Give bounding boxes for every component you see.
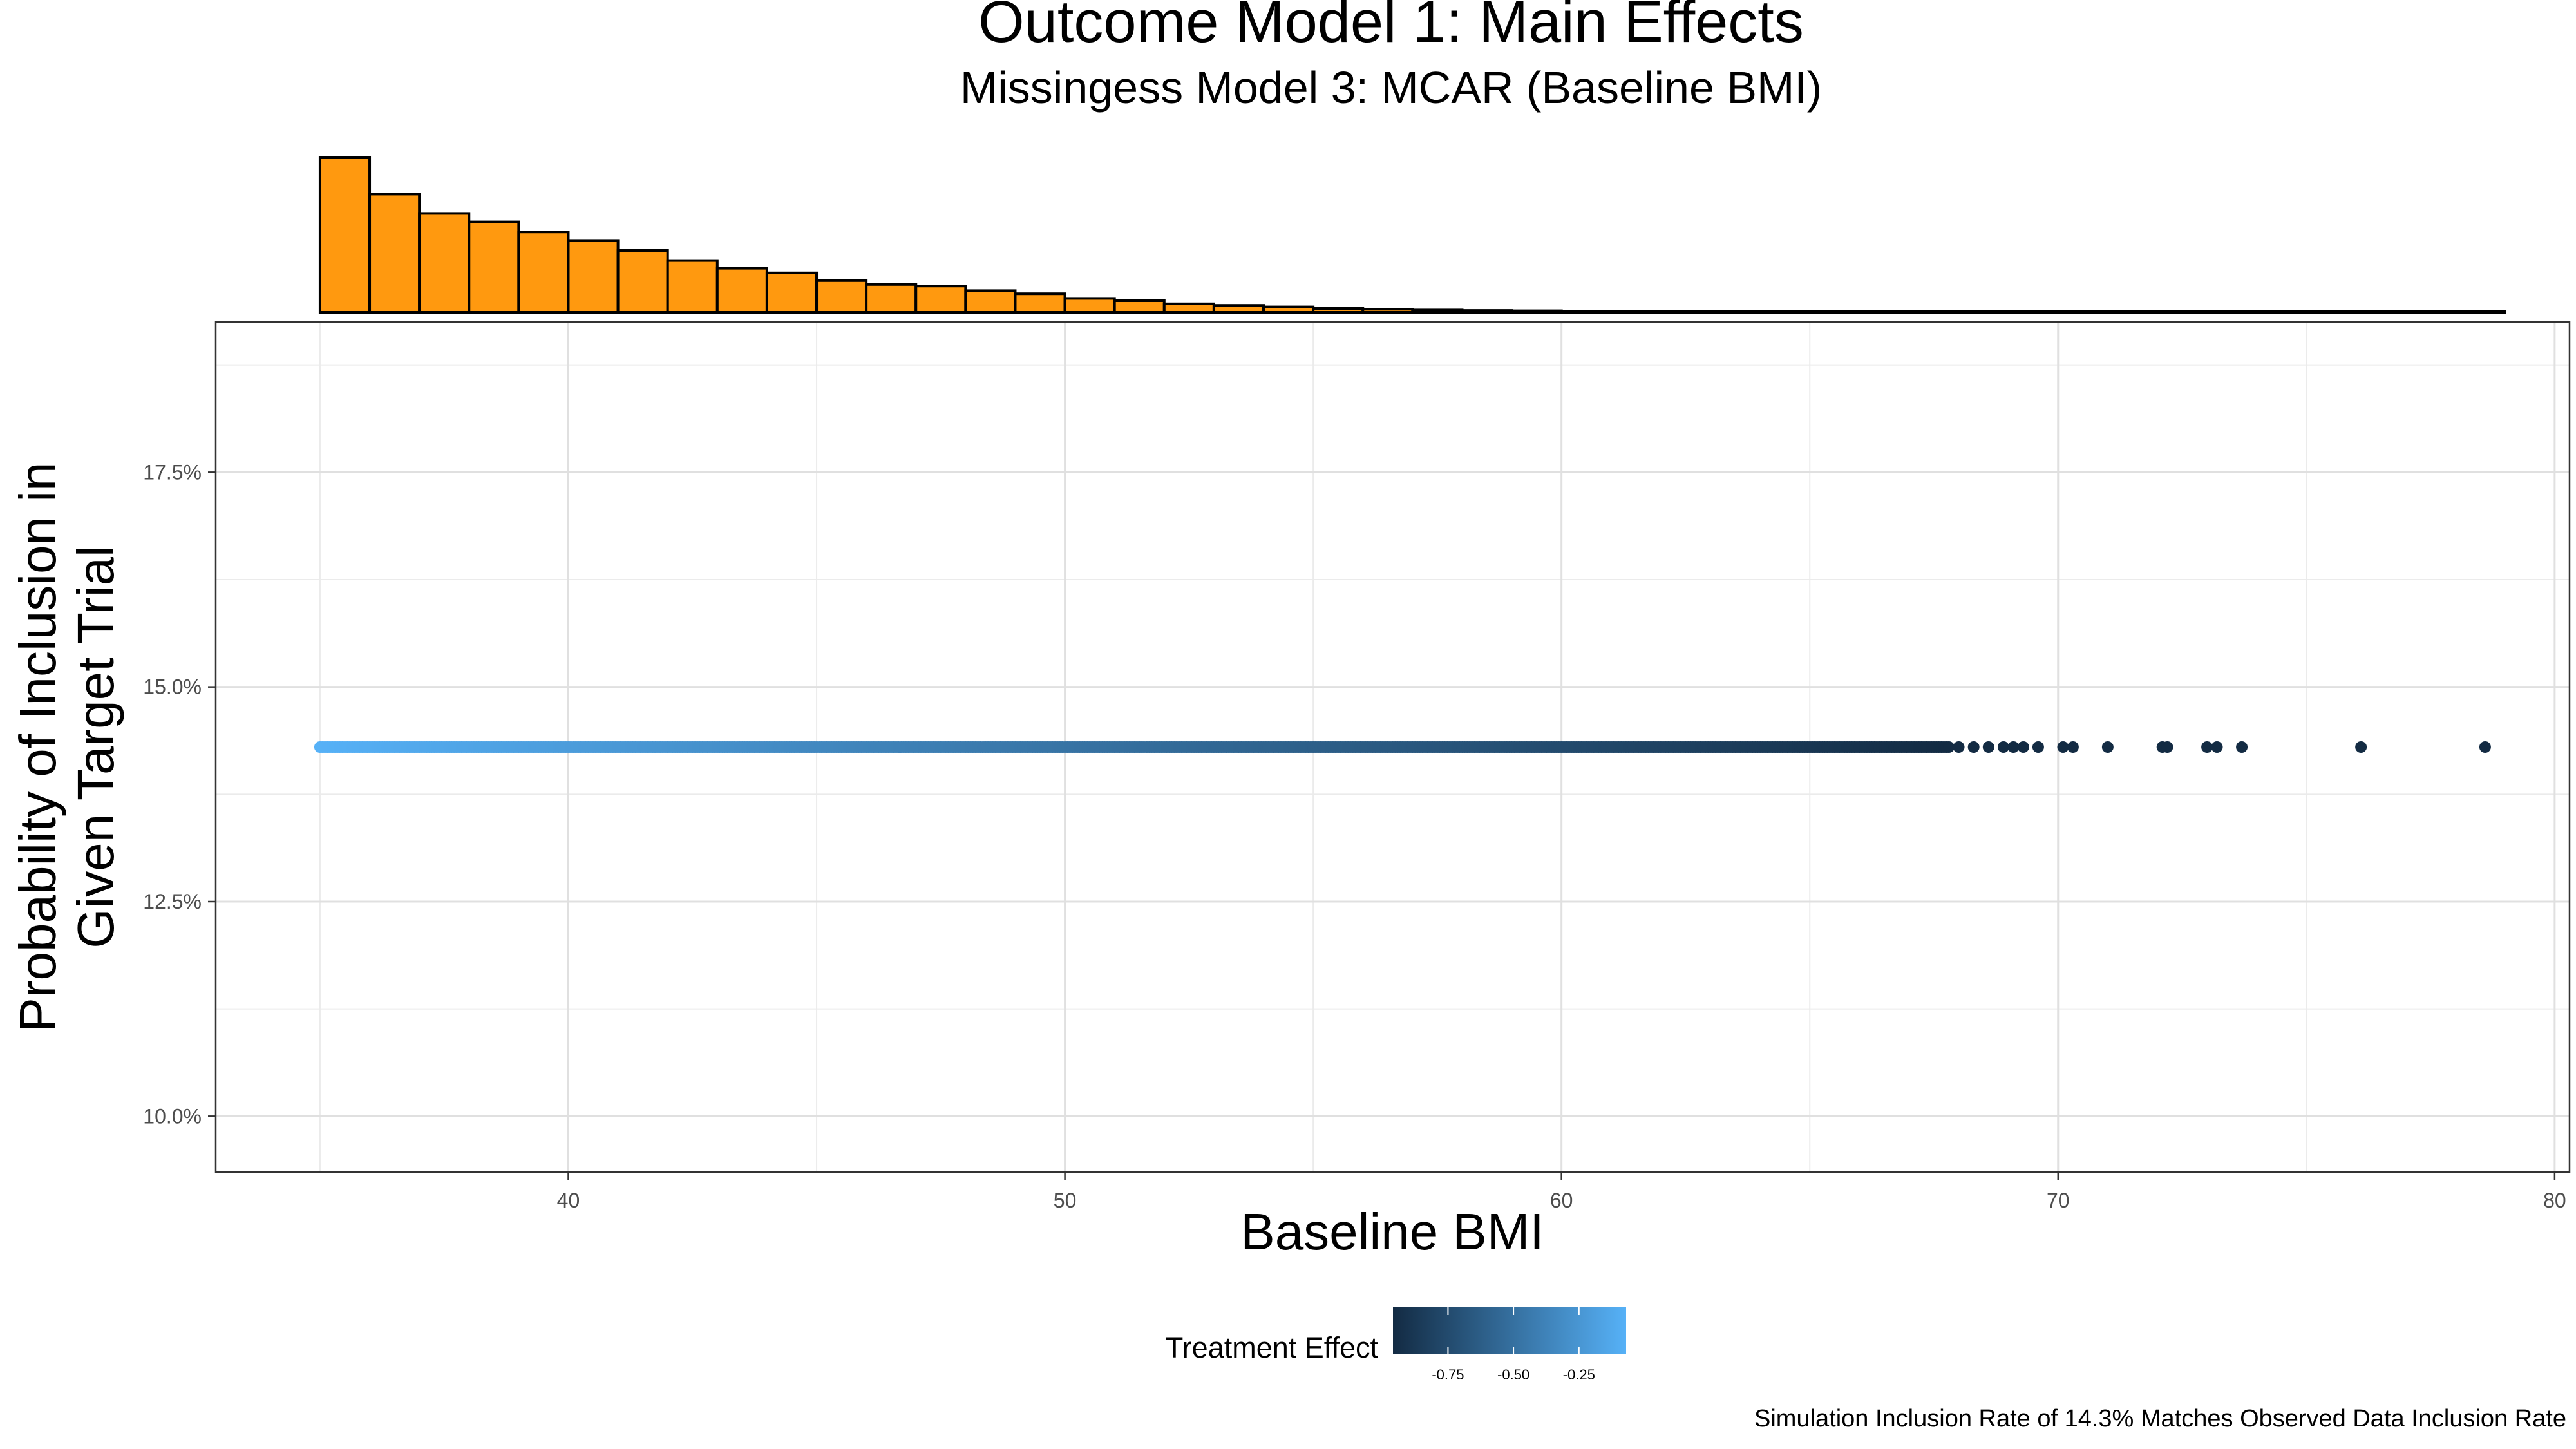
- chart-subtitle: Missingess Model 3: MCAR (Baseline BMI): [960, 62, 1822, 113]
- histogram-bar: [368, 193, 421, 314]
- histogram-bar: [616, 249, 669, 314]
- scatter-point: [2201, 741, 2213, 753]
- histogram-bar: [1063, 297, 1116, 314]
- scatter-point: [2236, 741, 2248, 753]
- axes: 40 50 60 70 80 10.0% 12.5% 15.0% 17.5%: [143, 460, 2566, 1212]
- histogram-bar: [1858, 310, 1911, 314]
- legend-colorbar: [1393, 1307, 1626, 1354]
- legend-tick-label: -0.75: [1432, 1367, 1464, 1383]
- histogram-bar: [2255, 310, 2308, 314]
- legend: Treatment Effect -0.75 -0.50 -0.25: [1166, 1307, 1626, 1383]
- histogram-bar: [1609, 310, 1662, 314]
- histogram-bar: [964, 289, 1017, 314]
- scatter-point: [2355, 741, 2367, 753]
- histogram-bar: [2454, 310, 2506, 314]
- legend-tick-label: -0.50: [1497, 1367, 1530, 1383]
- scatter-point: [2007, 741, 2020, 753]
- plot-panel-border: [214, 321, 2571, 1173]
- y-tick-label: 10.0%: [143, 1104, 202, 1128]
- histogram-bar: [1461, 309, 1513, 314]
- scatter-point: [1997, 741, 2009, 753]
- scatter-point: [2479, 741, 2491, 753]
- histogram-bar: [468, 220, 520, 314]
- histogram-bar: [2106, 310, 2159, 314]
- y-axis-title-group: Probability of Inclusion in Given Target…: [9, 462, 124, 1032]
- scatter-point: [2017, 741, 2029, 753]
- histogram-bar: [865, 283, 918, 314]
- marginal-histogram: [318, 156, 2506, 314]
- scatter-point: [1982, 741, 1994, 753]
- scatter-point: [2057, 741, 2069, 753]
- histogram-bar: [1659, 310, 1712, 314]
- x-tick-label: 60: [1550, 1189, 1573, 1212]
- histogram-bar: [2206, 310, 2259, 314]
- histogram-bar: [418, 212, 471, 314]
- y-tick-label: 12.5%: [143, 890, 202, 913]
- histogram-bar: [666, 259, 719, 314]
- histogram-bar: [1808, 310, 1861, 314]
- histogram-bar: [914, 285, 967, 314]
- scatter-point: [1967, 741, 1980, 753]
- histogram-bar: [318, 156, 372, 314]
- legend-tick-label: -0.25: [1563, 1367, 1595, 1383]
- x-tick-label: 50: [1054, 1189, 1077, 1212]
- histogram-bar: [765, 271, 819, 314]
- scatter-point: [2067, 741, 2079, 753]
- histogram-bar: [815, 279, 868, 314]
- scatter-point: [2032, 741, 2044, 753]
- scatter-point: [2211, 741, 2223, 753]
- legend-title: Treatment Effect: [1166, 1331, 1379, 1364]
- histogram-bar: [715, 267, 768, 314]
- histogram-bar: [1312, 307, 1365, 314]
- histogram-bar: [567, 239, 620, 314]
- x-axis-title: Baseline BMI: [1240, 1203, 1544, 1260]
- histogram-bar: [2404, 310, 2457, 314]
- histogram-bar: [517, 231, 570, 314]
- x-tick-label: 80: [2543, 1189, 2566, 1212]
- histogram-bar: [1162, 302, 1215, 314]
- histogram-bar: [2354, 310, 2407, 314]
- histogram-bar: [1113, 299, 1166, 314]
- histogram-bar: [1709, 310, 1762, 314]
- histogram-bar: [2155, 310, 2209, 314]
- scatter-point: [1943, 741, 1955, 753]
- scatter-point: [1953, 741, 1965, 753]
- histogram-bar: [1957, 310, 2010, 314]
- histogram-bar: [2305, 310, 2358, 314]
- y-axis-title-line2: Given Target Trial: [67, 545, 124, 948]
- histogram-bar: [1560, 310, 1613, 314]
- histogram-bar: [1014, 292, 1066, 314]
- legend-ticks: -0.75 -0.50 -0.25: [1432, 1307, 1595, 1383]
- chart-title: Outcome Model 1: Main Effects: [978, 0, 1804, 55]
- histogram-bar: [1212, 304, 1265, 314]
- histogram-bar: [2056, 310, 2109, 314]
- histogram-bar: [1510, 309, 1563, 314]
- x-tick-label: 70: [2047, 1189, 2070, 1212]
- histogram-bar: [1908, 310, 1960, 314]
- histogram-bar: [1262, 305, 1315, 314]
- y-tick-label: 17.5%: [143, 460, 202, 484]
- x-tick-label: 40: [557, 1189, 580, 1212]
- scatter-points: [314, 741, 2491, 753]
- scatter-point: [2161, 741, 2174, 753]
- histogram-bar: [1759, 310, 1812, 314]
- chart-caption: Simulation Inclusion Rate of 14.3% Match…: [1754, 1405, 2566, 1432]
- histogram-bar: [2007, 310, 2060, 314]
- y-axis-title-line1: Probability of Inclusion in: [9, 462, 66, 1032]
- y-tick-label: 15.0%: [143, 676, 202, 699]
- scatter-point: [2101, 741, 2114, 753]
- histogram-bar: [1361, 308, 1414, 314]
- histogram-bar: [1411, 308, 1464, 314]
